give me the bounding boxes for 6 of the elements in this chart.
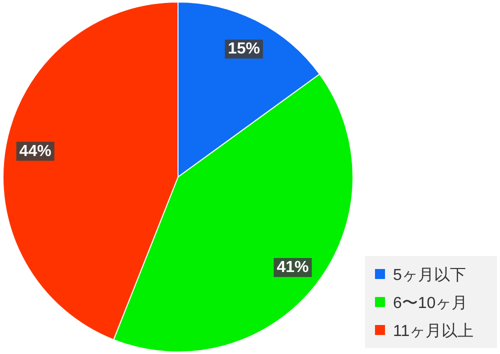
legend-label: 6〜10ヶ月 <box>393 295 468 312</box>
data-label: 41% <box>276 259 309 276</box>
data-label: 44% <box>19 142 52 160</box>
legend-label: 11ヶ月以上 <box>393 322 474 340</box>
data-label: 15% <box>228 40 260 58</box>
legend-label: 5ヶ月以下 <box>393 266 466 284</box>
